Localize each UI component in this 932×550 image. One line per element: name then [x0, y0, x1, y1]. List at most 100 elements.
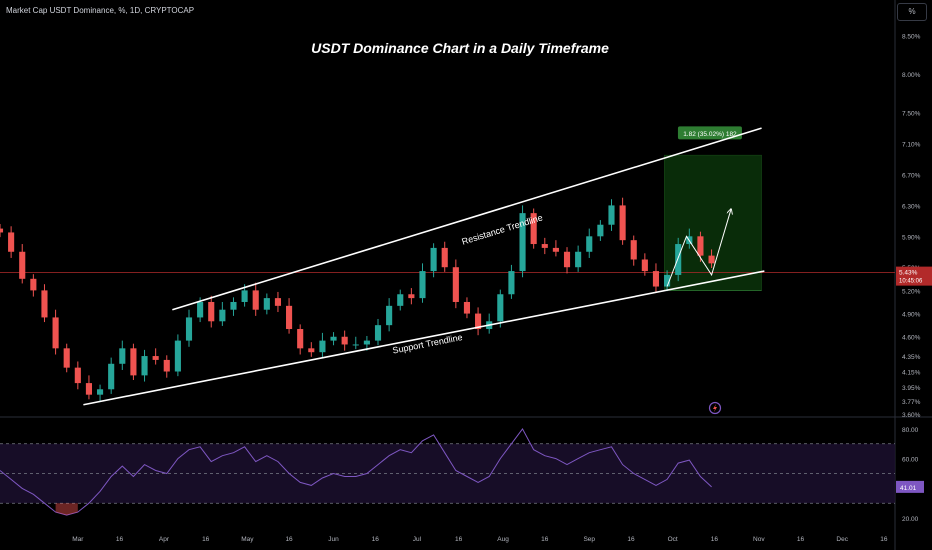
chart-title: USDT Dominance Chart in a Daily Timefram… [311, 40, 609, 56]
x-tick-label: Dec [836, 536, 848, 543]
candle-body [508, 271, 515, 295]
y-tick-label: 4.35% [902, 354, 921, 361]
candle-body [8, 232, 15, 252]
support-label: Support Trendline [392, 332, 464, 355]
x-tick-label: 16 [880, 536, 888, 543]
candle-body [319, 340, 326, 353]
y-tick-label: 6.30% [902, 203, 921, 210]
y-tick-label: 3.77% [902, 399, 921, 406]
y-tick-label: 7.10% [902, 142, 921, 149]
price-badge-countdown: 10:45:06 [899, 279, 923, 285]
y-tick-label: 6.70% [902, 173, 921, 180]
x-tick-label: Sep [583, 536, 595, 543]
rsi-badge [896, 480, 924, 493]
x-tick-label: Apr [159, 536, 170, 543]
candle-body [530, 213, 537, 245]
candle-body [497, 294, 504, 322]
y-tick-label: 5.20% [902, 288, 921, 295]
candle-body [463, 301, 471, 314]
candle-body [230, 301, 237, 310]
candle-body [330, 336, 337, 341]
candle-body [652, 271, 660, 287]
candle-body [97, 389, 104, 395]
alert-icon-ring [708, 401, 722, 415]
candle-body [152, 356, 159, 360]
candle-body [274, 298, 282, 306]
candle-body [252, 290, 259, 310]
candle-body [708, 255, 715, 264]
candle-body [297, 329, 304, 349]
candle-body [630, 240, 637, 260]
candle-body [575, 251, 582, 268]
y-tick-label: 3.95% [902, 385, 921, 392]
candle-body [208, 301, 215, 322]
candle-body [174, 340, 181, 372]
candle-body [363, 340, 370, 345]
position-label: 1.82 (35.02%) 182 [683, 131, 737, 138]
x-tick-label: Mar [72, 536, 84, 543]
x-tick-label: 16 [455, 536, 463, 543]
candle-body [119, 348, 126, 364]
x-tick-label: Nov [753, 536, 765, 543]
projection-path [666, 209, 731, 287]
x-tick-label: May [241, 536, 254, 543]
symbol-info: Market Cap USDT Dominance, %, 1D, CRYPTO… [6, 6, 195, 15]
candle-body [441, 247, 448, 268]
unit-toggle-button[interactable]: % [897, 3, 927, 21]
x-tick-label: Jun [328, 536, 339, 543]
rsi-oversold-fill [55, 503, 78, 516]
candle-body [352, 344, 359, 346]
candle-body [286, 305, 293, 330]
candle-body [341, 336, 348, 345]
candle-body [219, 309, 226, 322]
candle-body [608, 205, 615, 225]
candle-body [0, 228, 4, 233]
x-tick-label: 16 [202, 536, 210, 543]
candle-body [386, 305, 393, 326]
candle-body [697, 236, 704, 256]
y-tick-label: 7.50% [902, 111, 921, 118]
candle-body [641, 259, 648, 272]
y-tick-label: 8.50% [902, 33, 921, 40]
x-tick-label: 16 [797, 536, 805, 543]
x-tick-label: 16 [541, 536, 549, 543]
x-tick-label: 16 [116, 536, 124, 543]
candle-body [241, 290, 248, 302]
candle-body [619, 205, 626, 241]
x-tick-label: 16 [711, 536, 719, 543]
x-tick-label: 16 [285, 536, 293, 543]
candle-body [419, 271, 426, 299]
x-tick-label: 16 [627, 536, 635, 543]
candle-body [586, 236, 593, 252]
y-tick-label: 4.15% [902, 370, 921, 377]
candle-body [185, 317, 193, 341]
candle-body [308, 348, 315, 353]
candle-body [141, 356, 148, 376]
support-trendline [83, 270, 765, 406]
rsi-tick-label: 80.00 [902, 427, 919, 434]
y-tick-label: 3.60% [902, 412, 921, 419]
candle-body [63, 348, 70, 368]
x-tick-label: Oct [668, 536, 678, 543]
candle-body [475, 313, 482, 330]
candle-body [664, 274, 671, 287]
candle-body [541, 244, 548, 248]
candle-body [563, 251, 571, 268]
y-tick-label: 4.90% [902, 312, 921, 319]
candle-body [597, 224, 604, 237]
rsi-line [0, 427, 712, 516]
alert-icon-bolt [713, 404, 717, 412]
y-tick-label: 8.00% [902, 72, 921, 79]
candle-body [197, 301, 204, 318]
resistance-trendline [172, 127, 762, 311]
candle-body [130, 348, 137, 376]
position-label-bg [677, 126, 742, 140]
x-tick-label: 16 [372, 536, 380, 543]
candle-body [552, 247, 559, 252]
candle-body [397, 294, 404, 306]
candle-body [41, 290, 48, 318]
rsi-tick-label: 20.00 [902, 516, 919, 523]
y-tick-label: 5.90% [902, 234, 921, 241]
